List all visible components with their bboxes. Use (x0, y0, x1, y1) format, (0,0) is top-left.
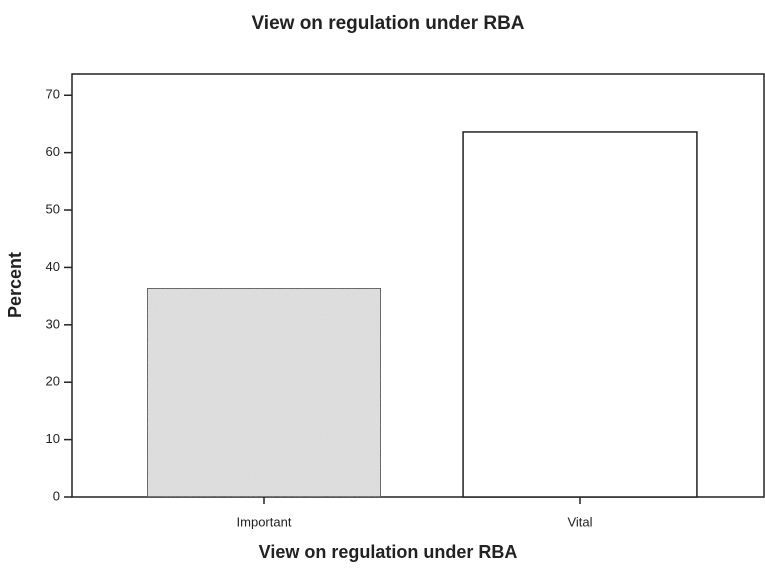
y-tick-label: 20 (46, 374, 60, 389)
chart-title: View on regulation under RBA (251, 13, 524, 34)
y-tick-label: 70 (46, 87, 60, 102)
bar (462, 131, 698, 498)
bar (146, 287, 382, 498)
plot-frame (71, 73, 765, 498)
x-tick-label: Vital (567, 514, 592, 529)
y-tick-label: 30 (46, 316, 60, 331)
x-tick-label: Important (237, 514, 292, 529)
y-tick-label: 40 (46, 259, 60, 274)
x-axis-label: View on regulation under RBA (259, 542, 518, 562)
y-axis-label: Percent (5, 252, 25, 318)
y-tick-label: 10 (46, 431, 60, 446)
y-tick-label: 0 (53, 488, 60, 503)
y-tick-label: 50 (46, 201, 60, 216)
y-tick-label: 60 (46, 144, 60, 159)
